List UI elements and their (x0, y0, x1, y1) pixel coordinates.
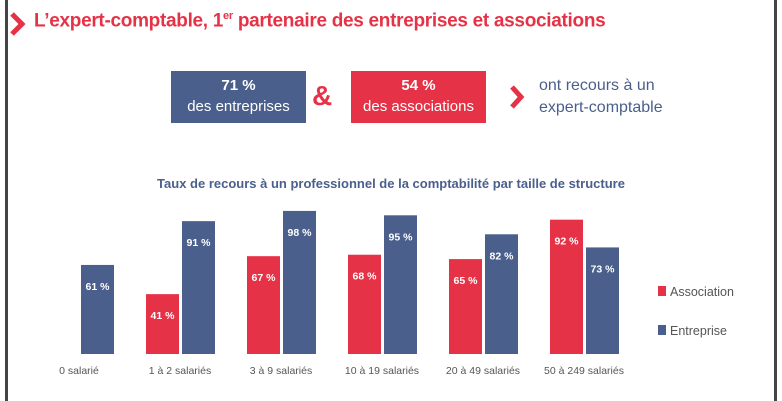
stat-associations: 54 % des associations (351, 71, 486, 123)
note-line: ont recours à un (539, 77, 655, 94)
bar-entreprise (283, 210, 316, 354)
data-label: 73 % (591, 263, 616, 275)
data-label: 61 % (86, 281, 111, 293)
chevron-right-icon (10, 12, 26, 36)
ampersand: & (312, 80, 333, 111)
x-tick-label: 1 à 2 salariés (149, 365, 211, 377)
bar-association (348, 254, 381, 354)
stat-entreprises-label: des entreprises (187, 98, 290, 115)
page-title: L’expert-comptable, 1er partenaire des e… (34, 10, 606, 32)
stats-note: ont recours à un expert-comptable (539, 75, 663, 119)
bar-chart: 61 % 0 salarié 41 % 91 % 1 à 2 salariés 67 % 9… (59, 210, 734, 377)
data-label: 82 % (490, 250, 515, 262)
chevron-right-icon (510, 85, 525, 109)
data-label: 91 % (187, 237, 212, 249)
bar-association (449, 259, 482, 354)
data-label: 92 % (555, 236, 580, 248)
x-tick-label: 0 salarié (59, 365, 99, 377)
bar-entreprise (586, 247, 619, 354)
legend-swatch-entreprise (658, 325, 666, 335)
chart-title: Taux de recours à un professionnel de la… (157, 176, 625, 191)
note-line: expert-comptable (539, 99, 663, 116)
stat-associations-label: des associations (363, 98, 474, 115)
data-label: 95 % (389, 231, 414, 243)
bar-association (247, 256, 280, 354)
data-label: 67 % (252, 272, 277, 284)
stat-associations-value: 54 % (401, 77, 436, 94)
bar-association (550, 219, 583, 354)
data-label: 65 % (454, 275, 479, 287)
bar-entreprise (182, 221, 215, 354)
stat-entreprises-value: 71 % (221, 77, 256, 94)
bar-entreprise (81, 264, 114, 354)
frame-left-border (5, 0, 8, 401)
data-label: 98 % (288, 227, 313, 239)
data-label: 68 % (353, 271, 378, 283)
x-tick-label: 50 à 249 salariés (544, 365, 624, 377)
bar-entreprise (485, 234, 518, 354)
x-tick-label: 3 à 9 salariés (250, 365, 312, 377)
legend-label: Association (670, 285, 734, 299)
legend-swatch-association (658, 286, 666, 296)
bar-entreprise (384, 215, 417, 354)
data-label: 41 % (151, 310, 176, 322)
x-tick-label: 20 à 49 salariés (446, 365, 520, 377)
frame-right-border (774, 0, 777, 401)
bar-association (146, 294, 179, 354)
legend-label: Entreprise (670, 324, 727, 338)
stat-entreprises: 71 % des entreprises (171, 71, 306, 123)
x-tick-label: 10 à 19 salariés (345, 365, 419, 377)
